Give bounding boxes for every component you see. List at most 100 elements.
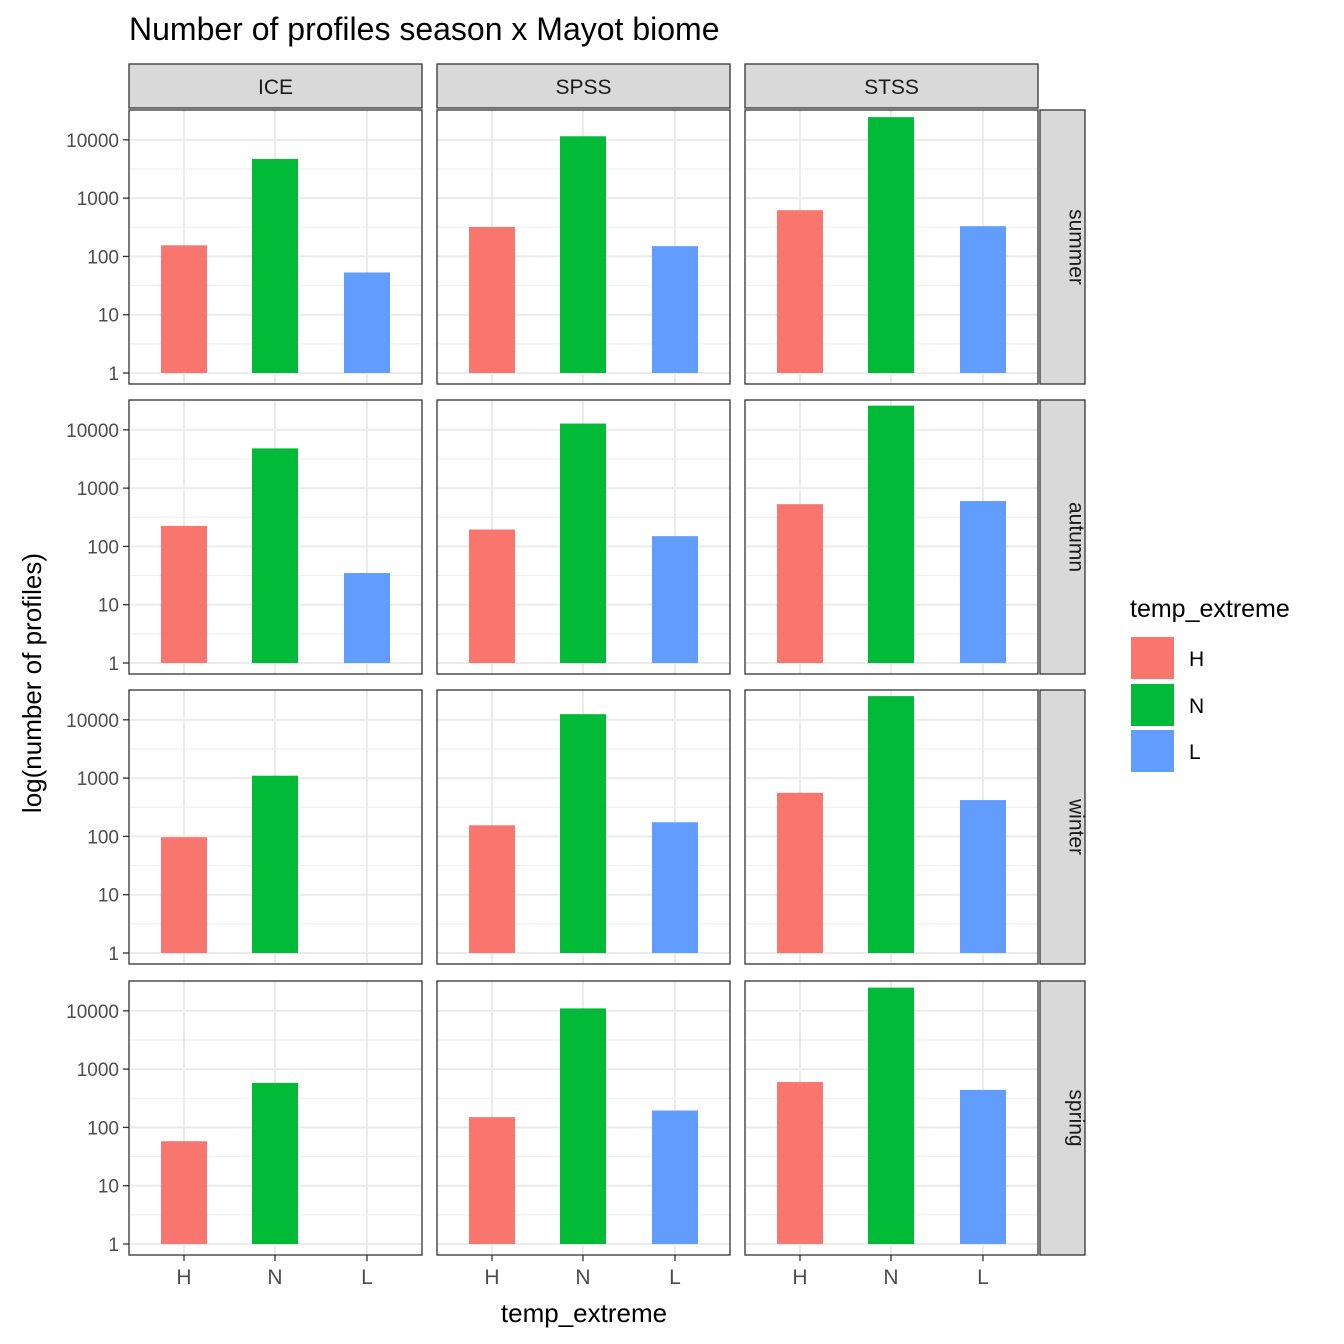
- y-tick-label: 10: [98, 886, 119, 907]
- bar-N: [252, 158, 298, 373]
- panel-spring-stss: [744, 980, 1039, 1256]
- bar-H: [161, 245, 207, 373]
- panel-border: [744, 689, 1039, 965]
- bar-N: [868, 117, 914, 373]
- legend-title: temp_extreme: [1130, 595, 1290, 623]
- bar-L: [960, 1089, 1006, 1244]
- bar-H: [469, 529, 515, 663]
- bar-H: [161, 1141, 207, 1244]
- panel-border: [436, 109, 731, 385]
- panel-border: [744, 399, 1039, 675]
- strip-row-label: winter: [1065, 798, 1088, 855]
- panel-autumn-stss: [744, 399, 1039, 675]
- panel-winter-spss: [436, 689, 731, 965]
- chart-title: Number of profiles season x Mayot biome: [129, 11, 719, 47]
- x-tick-label: H: [176, 1266, 191, 1289]
- panel-autumn-ice: [128, 399, 423, 675]
- bar-H: [161, 525, 207, 663]
- bar-H: [469, 825, 515, 953]
- y-tick-label: 1000: [77, 479, 119, 500]
- strip-col-label: ICE: [258, 76, 293, 99]
- legend-key-L: [1131, 730, 1174, 772]
- y-tick-label: 100: [87, 1118, 119, 1139]
- bar-N: [252, 1082, 298, 1244]
- legend-key-N: [1131, 684, 1174, 726]
- bar-L: [652, 246, 698, 373]
- legend-label: H: [1189, 648, 1204, 671]
- panel-summer-ice: [128, 109, 423, 385]
- panel-winter-stss: [744, 689, 1039, 965]
- panel-border: [128, 399, 423, 675]
- legend: temp_extreme H NL: [1130, 595, 1290, 772]
- x-tick-label: N: [575, 1266, 590, 1289]
- strip-row-winter: [1039, 689, 1086, 965]
- bar-N: [252, 448, 298, 663]
- panel-border: [436, 399, 731, 675]
- y-tick-label: 10: [98, 1177, 119, 1198]
- bar-L: [652, 1110, 698, 1244]
- strip-row-label: summer: [1065, 209, 1088, 285]
- strip-col-label: STSS: [864, 76, 919, 99]
- y-tick-label: 1000: [77, 1060, 119, 1081]
- y-tick-label: 1000: [77, 189, 119, 210]
- strip-col-label: SPSS: [555, 76, 611, 99]
- bar-H: [777, 504, 823, 663]
- y-tick-label: 10000: [66, 1002, 119, 1023]
- bar-N: [560, 1008, 606, 1244]
- strip-col-stss: [744, 63, 1039, 109]
- x-tick-label: H: [792, 1266, 807, 1289]
- bar-H: [777, 1082, 823, 1244]
- legend-label: L: [1189, 741, 1201, 764]
- x-tick-label: L: [361, 1266, 373, 1289]
- strip-row-autumn: [1039, 399, 1086, 675]
- y-tick-label: 10000: [66, 421, 119, 442]
- y-tick-label: 10000: [66, 711, 119, 732]
- bar-H: [777, 792, 823, 953]
- bar-L: [344, 272, 390, 373]
- y-axis-title: log(number of profiles): [17, 553, 47, 813]
- strip-row-spring: [1039, 980, 1086, 1256]
- panel-summer-stss: [744, 109, 1039, 385]
- bar-L: [344, 572, 390, 663]
- y-tick-label: 100: [87, 827, 119, 848]
- panel-border: [744, 109, 1039, 385]
- panel-summer-spss: [436, 109, 731, 385]
- panel-border: [128, 109, 423, 385]
- y-tick-label: 10000: [66, 131, 119, 152]
- bar-H: [469, 226, 515, 373]
- x-tick-label: L: [977, 1266, 989, 1289]
- bar-N: [560, 714, 606, 953]
- y-tick-label: 1: [108, 364, 119, 385]
- y-tick-label: 1000: [77, 769, 119, 790]
- legend-label: N: [1189, 695, 1204, 718]
- panel-winter-ice: [128, 689, 423, 965]
- x-tick-label: N: [267, 1266, 282, 1289]
- bar-H: [161, 837, 207, 953]
- y-tick-label: 10: [98, 306, 119, 327]
- bar-H: [469, 1117, 515, 1244]
- strip-row-summer: [1039, 109, 1086, 385]
- bar-L: [652, 822, 698, 953]
- bar-N: [560, 136, 606, 373]
- panel-border: [128, 689, 423, 965]
- bar-L: [960, 800, 1006, 953]
- panel-border: [436, 689, 731, 965]
- strip-col-ice: [128, 63, 423, 109]
- x-axis-title: temp_extreme: [501, 1298, 667, 1328]
- y-tick-label: 100: [87, 247, 119, 268]
- panel-autumn-spss: [436, 399, 731, 675]
- bar-N: [560, 423, 606, 663]
- bar-L: [960, 226, 1006, 373]
- strip-row-label: spring: [1065, 1089, 1088, 1146]
- bar-N: [868, 405, 914, 663]
- bar-N: [868, 696, 914, 953]
- x-tick-label: N: [883, 1266, 898, 1289]
- panel-spring-spss: [436, 980, 731, 1256]
- bar-L: [652, 536, 698, 663]
- bar-L: [960, 501, 1006, 663]
- y-tick-label: 1: [108, 944, 119, 965]
- y-tick-label: 10: [98, 596, 119, 617]
- strip-row-label: autumn: [1065, 502, 1088, 572]
- y-tick-label: 1: [108, 1235, 119, 1256]
